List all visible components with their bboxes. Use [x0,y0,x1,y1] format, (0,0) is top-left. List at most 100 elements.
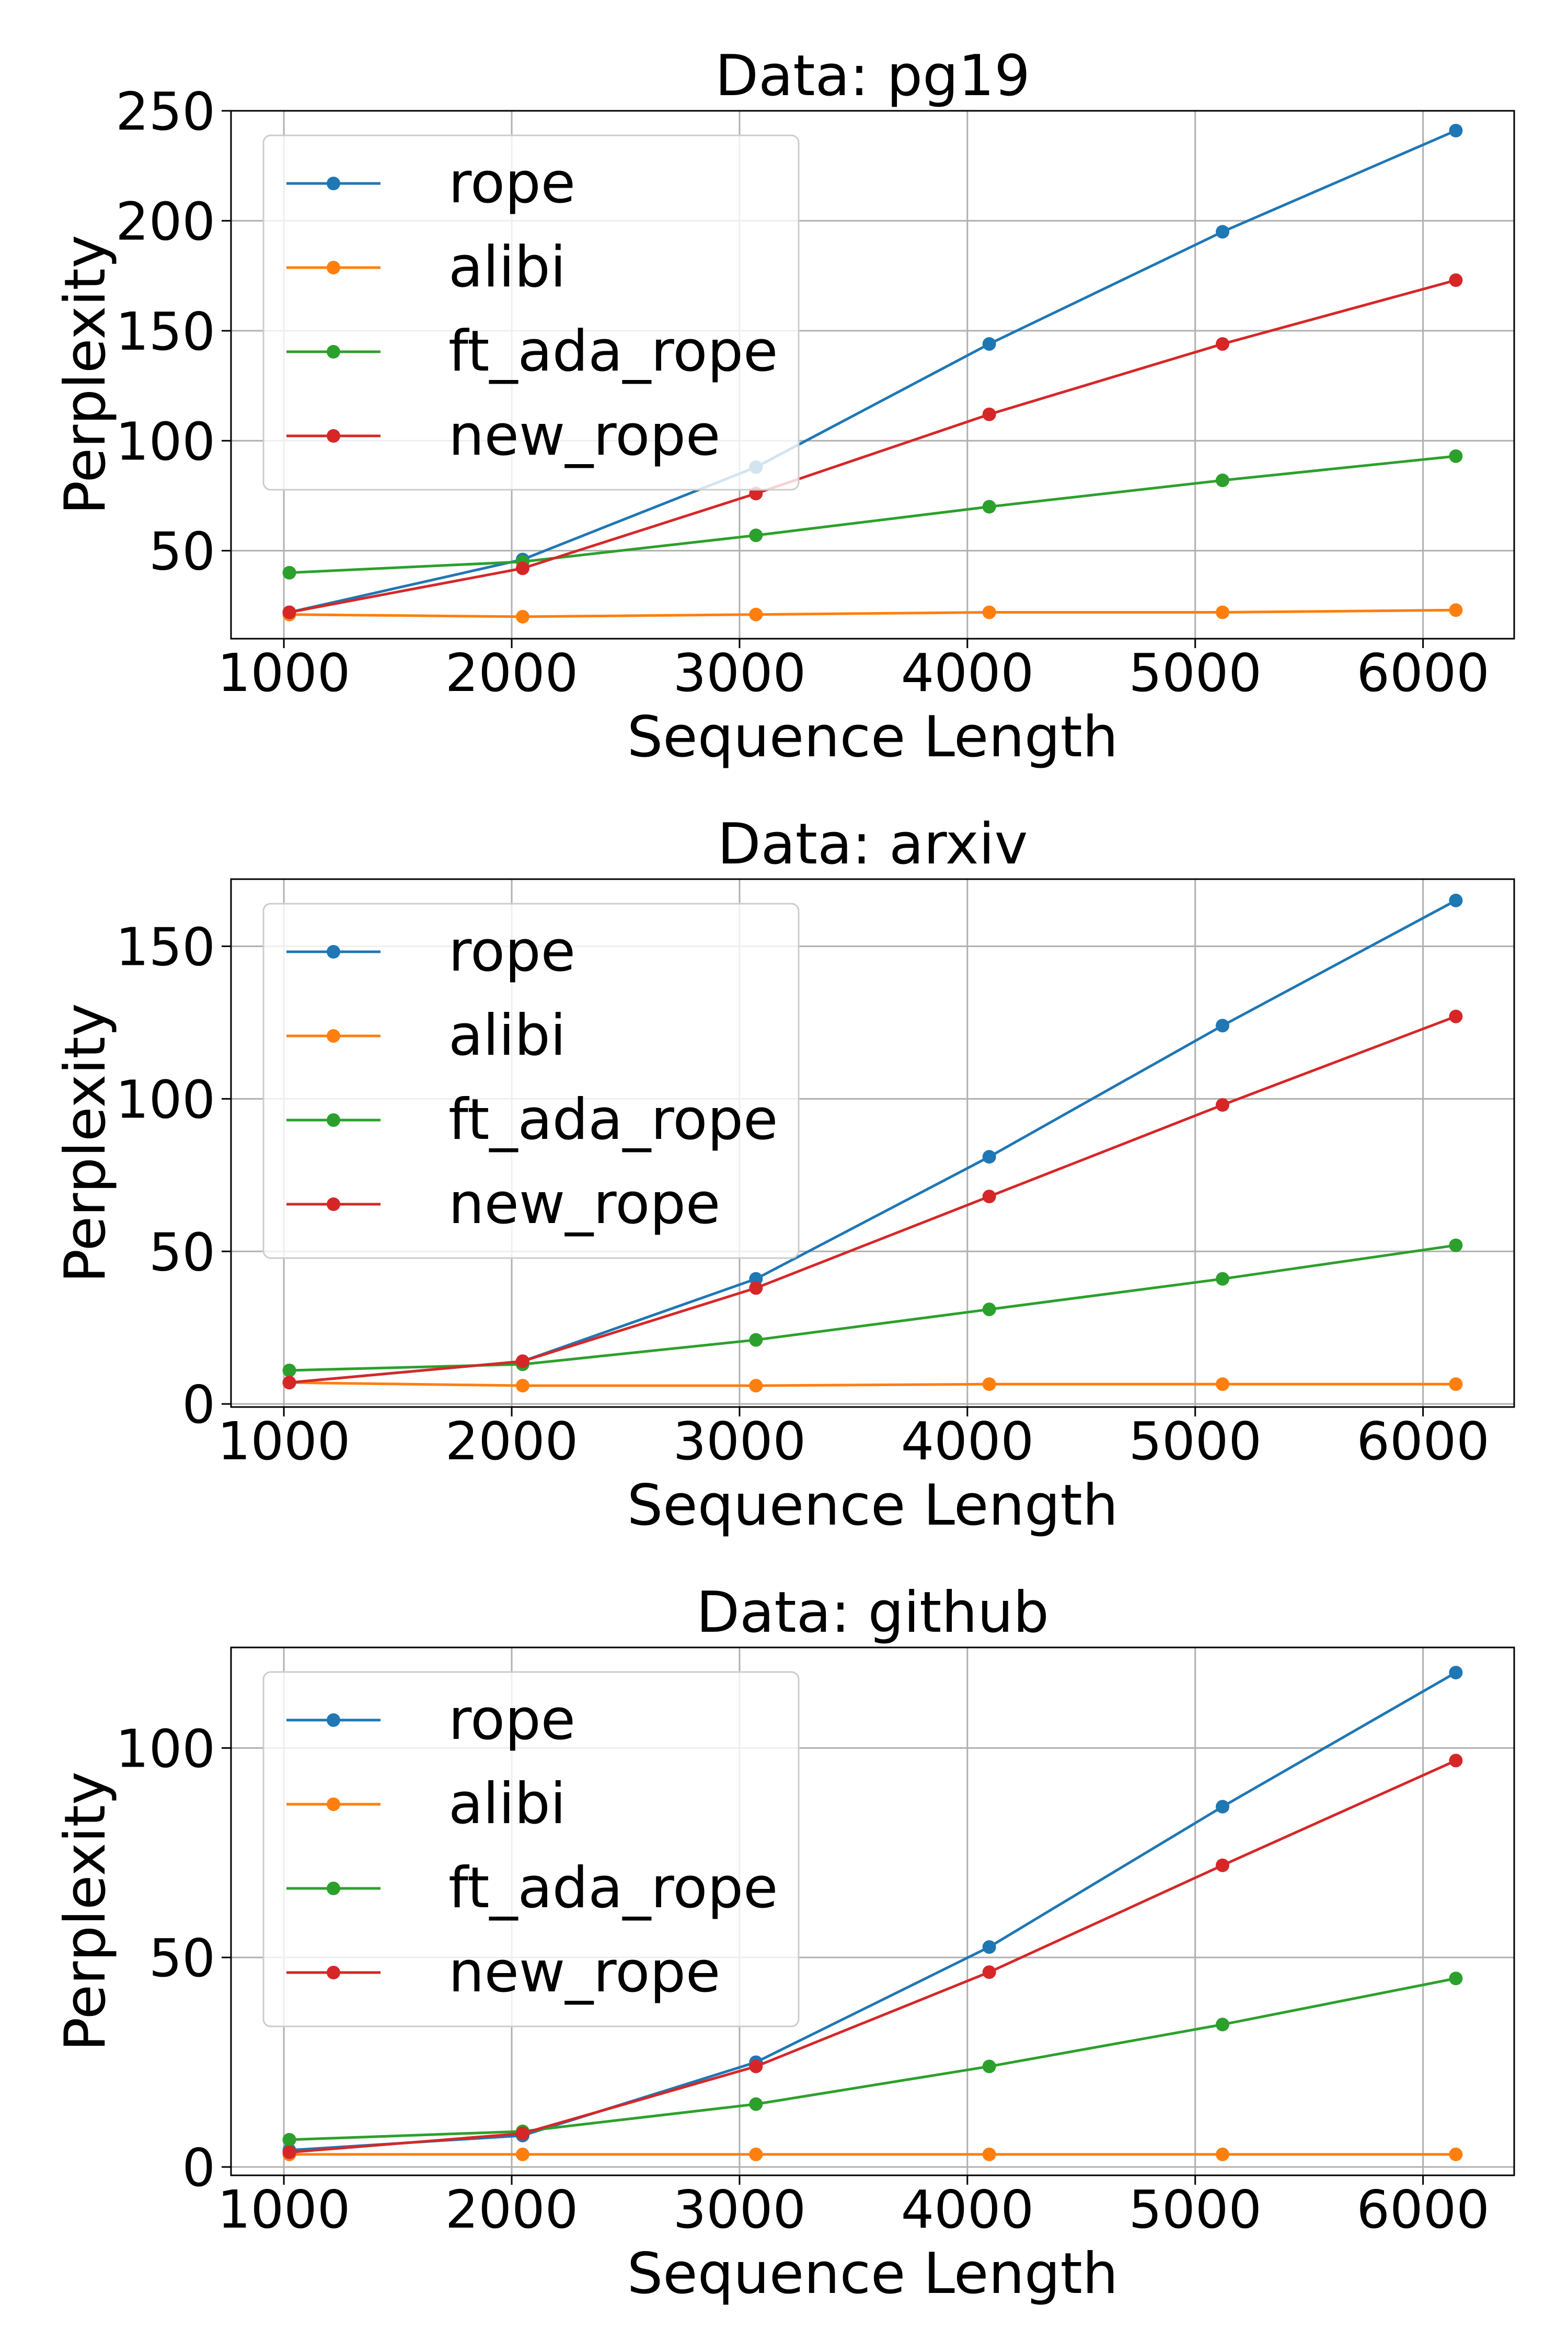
y-tick-label: 50 [149,1221,215,1283]
legend-label-rope: rope [448,151,575,216]
y-tick-label: 250 [116,81,215,142]
legend-box [262,1671,800,2027]
x-axis-label: Sequence Length [627,1473,1119,1538]
data-point-alibi [515,609,529,624]
data-point-alibi [749,1379,763,1393]
data-point-alibi [982,605,996,619]
data-point-rope [1216,1019,1230,1033]
data-point-alibi [1449,1377,1463,1391]
data-point-new_rope [282,1376,296,1390]
legend-label-rope: rope [448,919,575,984]
data-point-rope [982,1940,996,1954]
data-point-alibi [1216,2147,1230,2161]
chart-panel-2: 1000 2000 3000 4000 5000 6000 0 50 100 150 Data: a… [53,812,1515,1538]
data-point-new_rope [982,1965,996,1979]
data-point-ft_ada_rope [749,1333,763,1347]
series-line-new_rope [289,279,1457,614]
data-point-ft_ada_rope [982,1302,996,1317]
y-tick-label: 50 [149,521,215,582]
legend-marker-alibi [327,1797,340,1811]
x-axis-label: Sequence Length [627,705,1119,770]
legend-box [262,134,800,491]
data-point-new_rope [282,2145,296,2159]
x-tick-label: 6000 [1356,1411,1490,1472]
data-point-ft_ada_rope [982,2059,996,2073]
x-tick-label: 1000 [217,642,351,704]
x-tick-label: 3000 [673,1411,806,1472]
data-point-alibi [982,2147,996,2161]
axes-frame [230,878,1515,1408]
x-tick-label: 4000 [901,2179,1034,2240]
chart-title: Data: arxiv [717,812,1028,877]
data-point-alibi [1449,2147,1463,2161]
chart-title: Data: github [696,1580,1049,1645]
series-line-ft_ada_rope [289,1977,1456,2141]
series-line-new_rope [289,1015,1457,1384]
data-point-ft_ada_rope [1449,1238,1463,1252]
data-point-rope [982,337,996,351]
y-tick-label: 150 [116,301,215,362]
legend-marker-ft_ada_rope [327,1882,340,1895]
legend-label-new_rope: new_rope [448,403,720,468]
data-point-ft_ada_rope [282,2132,296,2147]
data-point-new_rope [749,1281,763,1295]
x-tick-label: 3000 [673,642,806,704]
x-axis-label: Sequence Length [627,2241,1119,2307]
data-point-ft_ada_rope [1216,2017,1230,2032]
data-point-new_rope [1216,337,1230,351]
x-tick-label: 6000 [1356,2179,1490,2240]
data-point-new_rope [982,1190,996,1204]
data-point-ft_ada_rope [1216,1272,1230,1286]
legend-label-alibi: alibi [448,1003,566,1068]
series-line-alibi [289,1381,1456,1387]
legend: rope alibi ft_ada_rope new_rope [262,1671,800,2027]
x-tick-label: 2000 [445,1411,579,1472]
data-point-ft_ada_rope [1449,1971,1463,1986]
data-point-new_rope [1449,273,1463,287]
data-point-rope [1449,1666,1463,1680]
legend-marker-rope [327,1713,340,1727]
legend-label-rope: rope [448,1687,575,1753]
x-tick-label: 3000 [673,2179,806,2240]
data-point-new_rope [515,561,529,575]
chart-panel-1: 1000 2000 3000 4000 5000 6000 50 100 150 200 250 Da… [53,43,1515,770]
legend-marker-rope [327,945,340,959]
data-point-new_rope [1216,1858,1230,1872]
legend: rope alibi ft_ada_rope new_rope [262,134,800,491]
series-line-new_rope [289,1759,1457,2154]
data-point-rope [1216,1800,1230,1814]
legend-marker-ft_ada_rope [327,1113,340,1127]
data-point-rope [1449,893,1463,907]
data-point-alibi [1216,1377,1230,1391]
data-point-ft_ada_rope [749,528,763,543]
legend-label-new_rope: new_rope [448,1940,720,2005]
y-axis-label: Perplexity [53,235,118,514]
data-point-new_rope [1449,1009,1463,1023]
data-point-alibi [515,2147,529,2161]
chart-panel-3: 1000 2000 3000 4000 5000 6000 0 50 100 Data: gith… [53,1580,1515,2307]
legend-marker-new_rope [327,1966,340,1979]
data-point-ft_ada_rope [982,500,996,514]
series-line-ft_ada_rope [289,455,1456,574]
chart-title: Data: pg19 [715,43,1030,109]
data-point-alibi [749,2147,763,2161]
legend-marker-new_rope [327,429,340,443]
axes-frame [230,1646,1515,2176]
legend-box [262,903,800,1259]
data-point-rope [1216,225,1230,239]
y-axis-label: Perplexity [53,1003,118,1283]
x-tick-label: 2000 [445,2179,579,2240]
series-line-alibi [289,608,1456,618]
y-tick-label: 100 [116,1718,215,1779]
x-tick-label: 5000 [1128,1411,1262,1472]
y-tick-label: 100 [116,1069,215,1130]
x-tick-label: 4000 [901,642,1034,704]
legend-marker-alibi [327,261,340,274]
legend-label-ft_ada_rope: ft_ada_rope [448,319,778,384]
y-tick-label: 0 [182,2137,215,2198]
legend-marker-ft_ada_rope [327,345,340,359]
data-point-new_rope [749,2059,763,2073]
legend-label-new_rope: new_rope [448,1171,720,1237]
x-tick-label: 5000 [1128,642,1262,704]
